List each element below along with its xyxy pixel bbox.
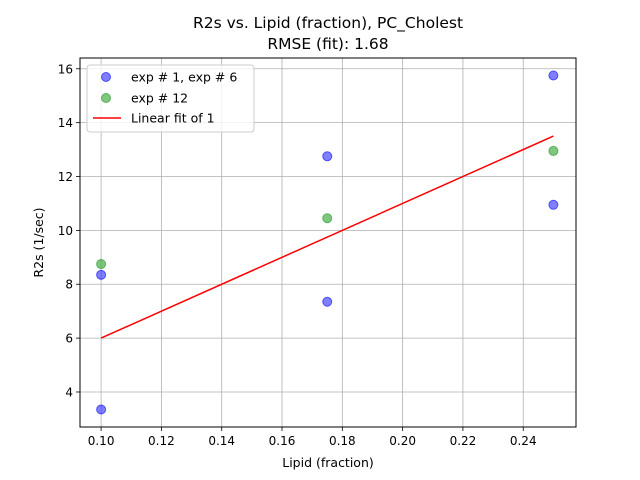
- legend-marker-series-1: [101, 72, 111, 82]
- axis-ticks: 0.10 0.12 0.14 0.16 0.18 0.20 0.22 0.24 4 6 8 10 12 1…: [58, 62, 537, 448]
- legend-label-series-2: exp # 12: [131, 91, 188, 106]
- data-point-series-1: [96, 404, 107, 415]
- x-tick-label: 0.12: [148, 434, 175, 448]
- y-axis-label: R2s (1/sec): [31, 207, 46, 277]
- plot-area: [96, 70, 559, 415]
- y-tick-label: 8: [65, 278, 73, 292]
- chart-title: R2s vs. Lipid (fraction), PC_Cholest: [193, 14, 463, 33]
- y-tick-label: 12: [58, 170, 73, 184]
- data-point-series-2: [96, 259, 107, 270]
- legend-label-series-1: exp # 1, exp # 6: [131, 70, 237, 85]
- data-point-series-1: [322, 151, 333, 162]
- plot-frame: [79, 57, 577, 428]
- data-point-series-1: [322, 296, 333, 307]
- y-tick-label: 6: [65, 332, 73, 346]
- legend-marker-series-2: [101, 93, 111, 103]
- x-tick-label: 0.14: [208, 434, 235, 448]
- x-tick-label: 0.10: [88, 434, 115, 448]
- x-axis-label: Lipid (fraction): [282, 455, 374, 470]
- fit-line: [100, 135, 554, 339]
- data-point-series-1: [548, 199, 559, 210]
- y-tick-label: 10: [58, 224, 73, 238]
- x-tick-label: 0.20: [389, 434, 416, 448]
- grid: [80, 58, 576, 427]
- chart-subtitle: RMSE (fit): 1.68: [267, 35, 388, 53]
- data-point-series-1: [96, 269, 107, 280]
- x-tick-label: 0.18: [329, 434, 356, 448]
- data-point-series-1: [548, 70, 559, 81]
- y-tick-label: 14: [58, 116, 73, 130]
- data-point-series-2: [322, 213, 333, 224]
- x-tick-label: 0.22: [450, 434, 477, 448]
- legend-frame: [86, 64, 255, 133]
- data-point-series-2: [548, 145, 559, 156]
- x-tick-label: 0.24: [510, 434, 537, 448]
- x-tick-label: 0.16: [269, 434, 296, 448]
- legend-label-fit: Linear fit of 1: [131, 111, 215, 126]
- y-tick-label: 4: [65, 385, 73, 399]
- y-tick-label: 16: [58, 62, 73, 76]
- legend: exp # 1, exp # 6 exp # 12 Linear fit of …: [86, 64, 255, 133]
